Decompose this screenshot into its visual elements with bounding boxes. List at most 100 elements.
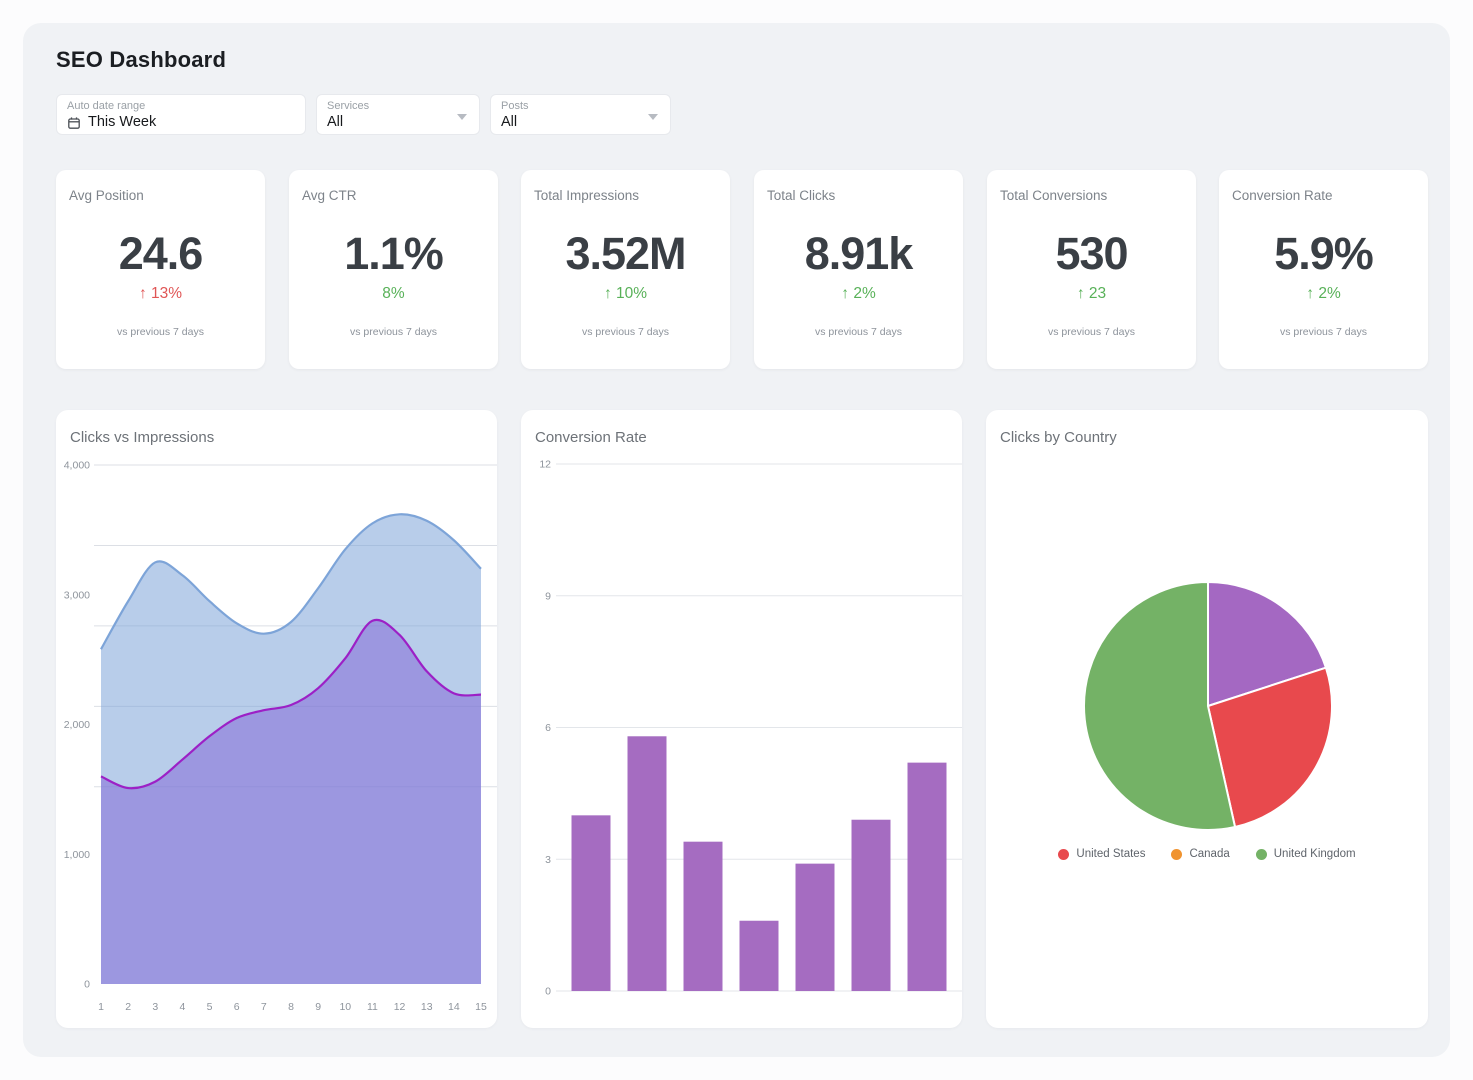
kpi-card-total-clicks: Total Clicks 8.91k ↑ 2% vs previous 7 da… <box>754 170 963 369</box>
kpi-label: Avg Position <box>69 188 144 203</box>
axis-tick-label: 1 <box>98 1001 104 1013</box>
posts-value: All <box>501 114 518 130</box>
dashboard-container: SEO Dashboard Auto date range This Week … <box>23 23 1450 1057</box>
axis-tick-label: 3 <box>152 1001 158 1013</box>
kpi-footnote: vs previous 7 days <box>815 326 902 338</box>
kpi-value: 8.91k <box>804 228 914 279</box>
kpi-card-total-impressions: Total Impressions 3.52M ↑ 10% vs previou… <box>521 170 730 369</box>
kpi-footnote: vs previous 7 days <box>582 326 669 338</box>
kpi-label: Avg CTR <box>302 188 357 203</box>
axis-tick-label: 12 <box>539 459 551 471</box>
kpi-label: Total Clicks <box>767 188 836 203</box>
kpi-label: Total Impressions <box>534 188 640 203</box>
kpi-footnote: vs previous 7 days <box>1048 326 1135 338</box>
axis-tick-label: 4 <box>180 1001 186 1013</box>
axis-tick-label: 0 <box>84 979 90 991</box>
kpi-delta: ↑ 2% <box>841 285 876 302</box>
axis-tick-label: 2 <box>125 1001 131 1013</box>
kpi-value: 3.52M <box>565 228 686 279</box>
services-filter[interactable]: Services All <box>316 94 480 135</box>
bar <box>851 819 891 991</box>
services-value: All <box>327 114 344 130</box>
legend-label: Canada <box>1189 848 1230 860</box>
kpi-footnote: vs previous 7 days <box>350 326 437 338</box>
chart-panel-clicks-vs-impressions: 4,000 3,000 2,000 1,000 0 1 2 3 4 5 6 7 8 9 10 11 12 13 14… <box>56 410 497 1028</box>
line-series-impressions <box>100 513 482 650</box>
kpi-label: Total Conversions <box>1000 188 1108 203</box>
kpi-card-total-conversions: Total Conversions 530 ↑ 23 vs previous 7… <box>987 170 1196 369</box>
axis-tick-label: 5 <box>207 1001 213 1013</box>
axis-tick-label: 6 <box>234 1001 240 1013</box>
chevron-down-icon <box>648 114 658 120</box>
axis-tick-label: 1,000 <box>64 849 90 861</box>
legend-item-united-states[interactable]: United States <box>1058 848 1145 860</box>
date-range-label: Auto date range <box>67 100 146 112</box>
axis-tick-label: 8 <box>288 1001 294 1013</box>
chart-panel-clicks-by-country: Clicks by Country United States Canada Uni… <box>986 410 1428 1028</box>
axis-tick-label: 13 <box>421 1001 433 1013</box>
axis-tick-label: 3 <box>545 854 551 866</box>
kpi-value: 1.1% <box>344 228 444 279</box>
kpi-footnote: vs previous 7 days <box>1280 326 1367 338</box>
axis-tick-label: 3,000 <box>64 589 90 601</box>
pie-slice-unlabeled <box>1207 581 1327 707</box>
services-label: Services <box>327 100 370 112</box>
kpi-delta: ↑ 10% <box>603 285 648 302</box>
chart-title: Clicks vs Impressions <box>70 429 215 446</box>
axis-tick-label: 4,000 <box>64 460 90 472</box>
pie-slice-united-states <box>1207 666 1333 829</box>
chart-title: Clicks by Country <box>1000 429 1117 446</box>
date-range-filter[interactable]: Auto date range This Week <box>56 94 306 135</box>
pie-slice-united-kingdom <box>1083 581 1237 831</box>
legend-swatch <box>1171 848 1183 860</box>
kpi-delta: ↑ 2% <box>1306 285 1341 302</box>
axis-tick-label: 6 <box>545 722 551 734</box>
pie-legend: United States Canada United Kingdom <box>1057 848 1357 860</box>
bar <box>571 815 611 991</box>
axis-tick-label: 9 <box>315 1001 321 1013</box>
kpi-value: 24.6 <box>118 228 204 279</box>
kpi-footnote: vs previous 7 days <box>117 326 204 338</box>
kpi-delta: ↑ 13% <box>138 285 183 302</box>
line-series-clicks <box>100 618 482 790</box>
axis-tick-label: 9 <box>545 590 551 602</box>
kpi-delta: 8% <box>382 285 405 302</box>
kpi-card-conversion-rate: Conversion Rate 5.9% ↑ 2% vs previous 7 … <box>1219 170 1428 369</box>
axis-tick-label: 14 <box>448 1001 460 1013</box>
legend-swatch <box>1255 848 1267 860</box>
chart-panel-conversion-rate: 12 9 6 3 0 Conversion Rate <box>521 410 962 1028</box>
bar <box>907 762 947 991</box>
bar <box>627 736 667 991</box>
chart-title: Conversion Rate <box>535 429 647 446</box>
pie-chart <box>1083 581 1333 831</box>
calendar-icon <box>67 116 81 130</box>
legend-item-united-kingdom[interactable]: United Kingdom <box>1255 848 1356 860</box>
legend-label: United Kingdom <box>1273 848 1356 860</box>
filter-bar: Auto date range This Week Services All P… <box>56 94 671 135</box>
kpi-label: Conversion Rate <box>1232 188 1333 203</box>
axis-tick-label: 0 <box>545 986 551 998</box>
axis-tick-label: 2,000 <box>64 719 90 731</box>
legend-swatch <box>1058 848 1070 860</box>
kpi-delta: ↑ 23 <box>1076 285 1107 302</box>
axis-tick-label: 11 <box>367 1001 378 1013</box>
bar <box>739 920 779 991</box>
bar-chart: 12 9 6 3 0 <box>539 459 962 998</box>
axis-tick-label: 15 <box>475 1001 487 1013</box>
kpi-card-avg-ctr: Avg CTR 1.1% 8% vs previous 7 days <box>289 170 498 369</box>
chevron-down-icon <box>457 114 467 120</box>
posts-filter[interactable]: Posts All <box>490 94 671 135</box>
axis-tick-label: 10 <box>339 1001 351 1013</box>
area-series-clicks <box>101 619 481 984</box>
page-title: SEO Dashboard <box>56 47 227 72</box>
bar <box>795 863 835 991</box>
axis-tick-label: 7 <box>261 1001 267 1013</box>
date-range-value: This Week <box>88 114 157 130</box>
legend-item-canada[interactable]: Canada <box>1171 848 1230 860</box>
kpi-value: 530 <box>1055 228 1128 279</box>
axis-tick-label: 12 <box>394 1001 406 1013</box>
legend-label: United States <box>1076 848 1146 860</box>
kpi-card-avg-position: Avg Position 24.6 ↑ 13% vs previous 7 da… <box>56 170 265 369</box>
bar <box>683 841 723 991</box>
